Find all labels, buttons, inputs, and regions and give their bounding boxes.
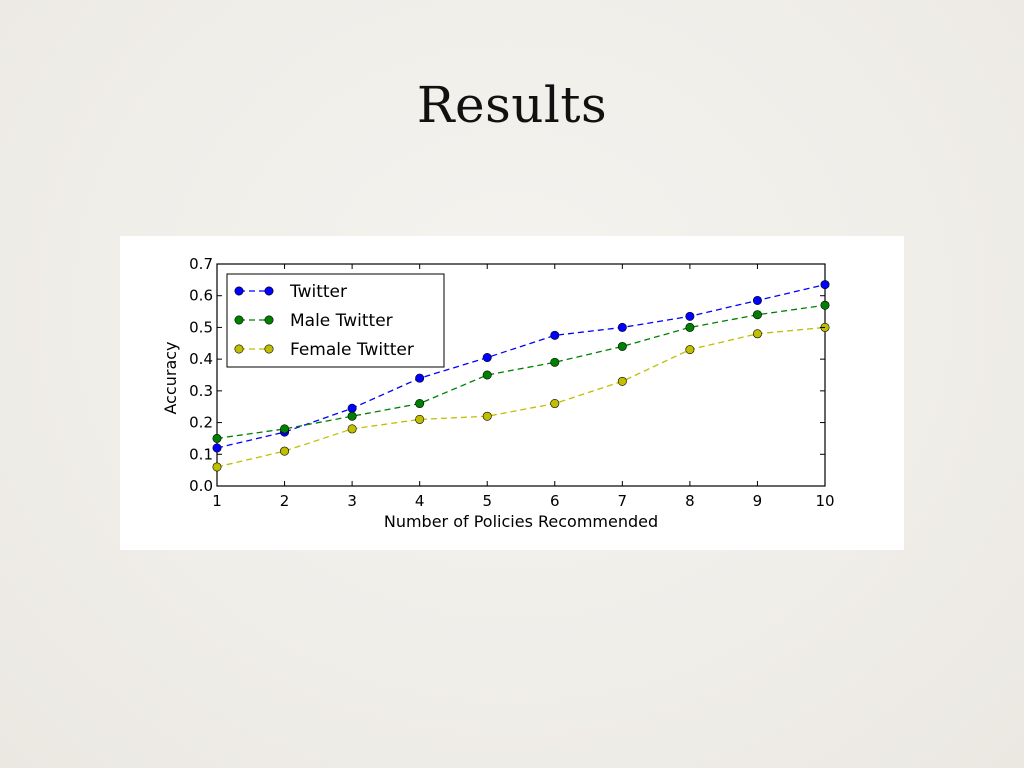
legend-marker — [234, 286, 244, 296]
chart-panel: 1 2 3 4 5 6 7 8 9 10 0.0 0.1 0.2 0.3 0.4 0.5 0.6 0.7 Twit… — [120, 236, 904, 550]
data-point — [415, 414, 425, 424]
y-tick-label: 0.3 — [189, 382, 213, 400]
slide-title: Results — [416, 76, 608, 134]
data-point — [550, 357, 560, 367]
data-point — [280, 446, 290, 456]
data-point — [212, 462, 222, 472]
series-line — [216, 326, 826, 468]
data-point — [550, 330, 560, 340]
data-point — [685, 311, 695, 321]
legend-marker — [264, 315, 274, 325]
y-tick-label: 0.7 — [189, 255, 213, 273]
x-tick-label: 7 — [618, 492, 628, 510]
data-point — [617, 322, 627, 332]
accuracy-line-chart: 1 2 3 4 5 6 7 8 9 10 0.0 0.1 0.2 0.3 0.4 0.5 0.6 0.7 Twit… — [161, 255, 835, 531]
x-tick-label: 1 — [212, 492, 222, 510]
data-point — [685, 322, 695, 332]
data-point — [415, 399, 425, 409]
x-tick-label: 10 — [815, 492, 834, 510]
legend-entry: Twitter — [234, 282, 347, 302]
data-point — [617, 376, 627, 386]
y-tick-label: 0.4 — [189, 350, 213, 368]
x-tick-label: 6 — [550, 492, 560, 510]
data-point — [752, 329, 762, 339]
x-axis-label: Number of Policies Recommended — [384, 512, 658, 531]
x-tick-label: 3 — [347, 492, 357, 510]
data-point — [347, 411, 357, 421]
data-point — [752, 295, 762, 305]
data-point — [347, 424, 357, 434]
data-point — [212, 433, 222, 443]
x-tick-label: 4 — [415, 492, 425, 510]
y-tick-label: 0.1 — [189, 445, 213, 463]
series-male-twitter — [212, 300, 830, 443]
legend-marker — [234, 344, 244, 354]
y-axis-label: Accuracy — [161, 341, 180, 414]
series-line — [216, 283, 826, 449]
data-point — [820, 280, 830, 290]
series-line — [216, 304, 826, 440]
x-tick-label: 5 — [482, 492, 492, 510]
legend-marker — [264, 286, 274, 296]
legend-marker — [264, 344, 274, 354]
legend-entry: Male Twitter — [234, 311, 393, 331]
data-point — [280, 424, 290, 434]
legend-label: Female Twitter — [290, 340, 414, 360]
legend-label: Male Twitter — [290, 311, 393, 331]
legend-label: Twitter — [289, 282, 347, 302]
y-tick-label: 0.0 — [189, 477, 213, 495]
y-tick-label: 0.2 — [189, 414, 213, 432]
legend-marker — [234, 315, 244, 325]
y-tick-label: 0.6 — [189, 287, 213, 305]
x-tick-label: 8 — [685, 492, 695, 510]
data-point — [482, 411, 492, 421]
y-tick-label: 0.5 — [189, 318, 213, 336]
data-point — [415, 373, 425, 383]
data-point — [347, 403, 357, 413]
data-point — [820, 300, 830, 310]
series-female-twitter — [212, 322, 830, 472]
data-point — [550, 399, 560, 409]
data-point — [212, 443, 222, 453]
data-point — [752, 310, 762, 320]
data-point — [617, 341, 627, 351]
x-tick-label: 2 — [280, 492, 290, 510]
data-point — [685, 345, 695, 355]
data-point — [482, 353, 492, 363]
x-tick-label: 9 — [753, 492, 763, 510]
data-point — [482, 370, 492, 380]
legend-entry: Female Twitter — [234, 340, 414, 360]
